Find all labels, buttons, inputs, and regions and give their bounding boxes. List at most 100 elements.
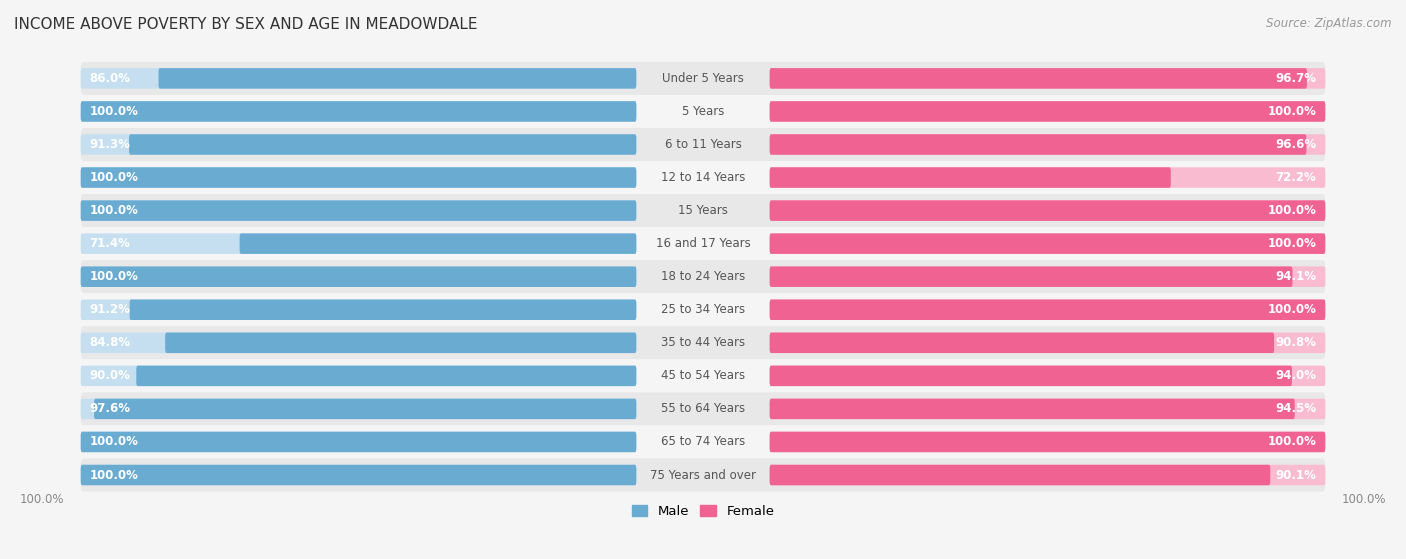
Text: 100.0%: 100.0%	[1267, 237, 1316, 250]
Text: 100.0%: 100.0%	[1267, 303, 1316, 316]
FancyBboxPatch shape	[239, 234, 637, 254]
Text: 5 Years: 5 Years	[682, 105, 724, 118]
Text: 97.6%: 97.6%	[90, 402, 131, 415]
Legend: Male, Female: Male, Female	[626, 500, 780, 524]
Text: 100.0%: 100.0%	[1267, 105, 1316, 118]
Text: 71.4%: 71.4%	[90, 237, 131, 250]
FancyBboxPatch shape	[80, 200, 637, 221]
Text: Under 5 Years: Under 5 Years	[662, 72, 744, 85]
FancyBboxPatch shape	[80, 465, 637, 485]
FancyBboxPatch shape	[769, 465, 1270, 485]
FancyBboxPatch shape	[769, 167, 1171, 188]
Text: 16 and 17 Years: 16 and 17 Years	[655, 237, 751, 250]
FancyBboxPatch shape	[769, 167, 1326, 188]
Text: 90.1%: 90.1%	[1275, 468, 1316, 481]
FancyBboxPatch shape	[80, 432, 637, 452]
Text: 96.6%: 96.6%	[1275, 138, 1316, 151]
FancyBboxPatch shape	[80, 194, 1326, 227]
FancyBboxPatch shape	[80, 161, 1326, 194]
FancyBboxPatch shape	[80, 267, 637, 287]
Text: 18 to 24 Years: 18 to 24 Years	[661, 270, 745, 283]
FancyBboxPatch shape	[80, 399, 637, 419]
Text: 100.0%: 100.0%	[1341, 493, 1386, 506]
FancyBboxPatch shape	[769, 134, 1326, 155]
FancyBboxPatch shape	[769, 300, 1326, 320]
Text: 84.8%: 84.8%	[90, 337, 131, 349]
FancyBboxPatch shape	[769, 300, 1326, 320]
Text: 100.0%: 100.0%	[90, 270, 139, 283]
FancyBboxPatch shape	[80, 432, 637, 452]
Text: 90.0%: 90.0%	[90, 369, 131, 382]
FancyBboxPatch shape	[80, 300, 637, 320]
FancyBboxPatch shape	[80, 333, 637, 353]
FancyBboxPatch shape	[769, 366, 1292, 386]
Text: 100.0%: 100.0%	[90, 204, 139, 217]
FancyBboxPatch shape	[769, 101, 1326, 122]
FancyBboxPatch shape	[80, 326, 1326, 359]
FancyBboxPatch shape	[80, 425, 1326, 458]
Text: 100.0%: 100.0%	[90, 468, 139, 481]
FancyBboxPatch shape	[769, 234, 1326, 254]
Text: 100.0%: 100.0%	[1267, 435, 1316, 448]
FancyBboxPatch shape	[80, 293, 1326, 326]
FancyBboxPatch shape	[769, 399, 1295, 419]
FancyBboxPatch shape	[769, 68, 1308, 89]
FancyBboxPatch shape	[80, 227, 1326, 260]
FancyBboxPatch shape	[769, 432, 1326, 452]
Text: 72.2%: 72.2%	[1275, 171, 1316, 184]
FancyBboxPatch shape	[129, 300, 637, 320]
Text: 15 Years: 15 Years	[678, 204, 728, 217]
FancyBboxPatch shape	[769, 432, 1326, 452]
FancyBboxPatch shape	[80, 392, 1326, 425]
Text: 86.0%: 86.0%	[90, 72, 131, 85]
FancyBboxPatch shape	[80, 62, 1326, 95]
Text: 35 to 44 Years: 35 to 44 Years	[661, 337, 745, 349]
FancyBboxPatch shape	[80, 366, 637, 386]
FancyBboxPatch shape	[80, 167, 637, 188]
FancyBboxPatch shape	[769, 465, 1326, 485]
FancyBboxPatch shape	[80, 101, 637, 122]
FancyBboxPatch shape	[769, 134, 1306, 155]
Text: Source: ZipAtlas.com: Source: ZipAtlas.com	[1267, 17, 1392, 30]
FancyBboxPatch shape	[80, 68, 637, 89]
FancyBboxPatch shape	[769, 399, 1326, 419]
FancyBboxPatch shape	[80, 167, 637, 188]
FancyBboxPatch shape	[769, 267, 1292, 287]
FancyBboxPatch shape	[769, 267, 1326, 287]
FancyBboxPatch shape	[80, 359, 1326, 392]
FancyBboxPatch shape	[80, 465, 637, 485]
Text: 75 Years and over: 75 Years and over	[650, 468, 756, 481]
FancyBboxPatch shape	[129, 134, 637, 155]
Text: 94.5%: 94.5%	[1275, 402, 1316, 415]
Text: 55 to 64 Years: 55 to 64 Years	[661, 402, 745, 415]
FancyBboxPatch shape	[769, 366, 1326, 386]
FancyBboxPatch shape	[80, 128, 1326, 161]
FancyBboxPatch shape	[80, 458, 1326, 491]
FancyBboxPatch shape	[80, 95, 1326, 128]
Text: 25 to 34 Years: 25 to 34 Years	[661, 303, 745, 316]
Text: 100.0%: 100.0%	[90, 105, 139, 118]
Text: 12 to 14 Years: 12 to 14 Years	[661, 171, 745, 184]
FancyBboxPatch shape	[80, 267, 637, 287]
Text: 100.0%: 100.0%	[90, 171, 139, 184]
Text: 6 to 11 Years: 6 to 11 Years	[665, 138, 741, 151]
FancyBboxPatch shape	[769, 200, 1326, 221]
FancyBboxPatch shape	[136, 366, 637, 386]
Text: 91.3%: 91.3%	[90, 138, 131, 151]
FancyBboxPatch shape	[80, 200, 637, 221]
Text: 94.0%: 94.0%	[1275, 369, 1316, 382]
FancyBboxPatch shape	[769, 333, 1326, 353]
Text: INCOME ABOVE POVERTY BY SEX AND AGE IN MEADOWDALE: INCOME ABOVE POVERTY BY SEX AND AGE IN M…	[14, 17, 478, 32]
FancyBboxPatch shape	[769, 333, 1274, 353]
FancyBboxPatch shape	[94, 399, 637, 419]
Text: 45 to 54 Years: 45 to 54 Years	[661, 369, 745, 382]
Text: 91.2%: 91.2%	[90, 303, 131, 316]
FancyBboxPatch shape	[769, 234, 1326, 254]
FancyBboxPatch shape	[80, 134, 637, 155]
Text: 100.0%: 100.0%	[1267, 204, 1316, 217]
Text: 96.7%: 96.7%	[1275, 72, 1316, 85]
Text: 100.0%: 100.0%	[20, 493, 65, 506]
Text: 65 to 74 Years: 65 to 74 Years	[661, 435, 745, 448]
FancyBboxPatch shape	[80, 101, 637, 122]
FancyBboxPatch shape	[80, 260, 1326, 293]
